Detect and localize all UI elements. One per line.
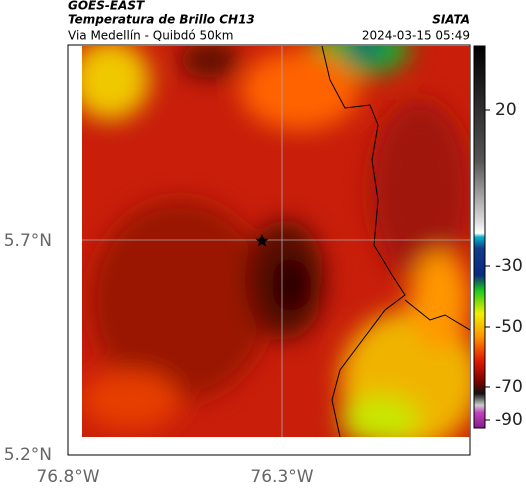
location-star	[255, 234, 269, 247]
colorbar-tick-label: 20	[495, 100, 517, 120]
satellite: GOES-EAST	[68, 0, 145, 13]
colorbar-tick-label: -30	[495, 256, 523, 276]
lon-tick-label: 76.8°W	[36, 467, 99, 487]
lon-tick-label: 76.3°W	[250, 467, 313, 487]
colorbar-ticks: 20 -30 -50 -70 -90	[485, 100, 523, 430]
lat-tick-label: 5.7°N	[4, 231, 52, 251]
colorbar-tick-label: -50	[495, 317, 523, 337]
product: Temperatura de Brillo CH13	[68, 13, 255, 27]
source: SIATA	[432, 13, 470, 27]
lat-tick-label: 5.2°N	[4, 445, 52, 465]
colorbar-tick-label: -70	[495, 377, 523, 397]
colorbar-tick-label: -90	[495, 410, 523, 430]
route: Via Medellín - Quibdó 50km	[68, 29, 233, 43]
timestamp: 2024-03-15 05:49	[362, 29, 470, 43]
brightness-field	[82, 46, 470, 437]
colorbar	[473, 45, 486, 429]
